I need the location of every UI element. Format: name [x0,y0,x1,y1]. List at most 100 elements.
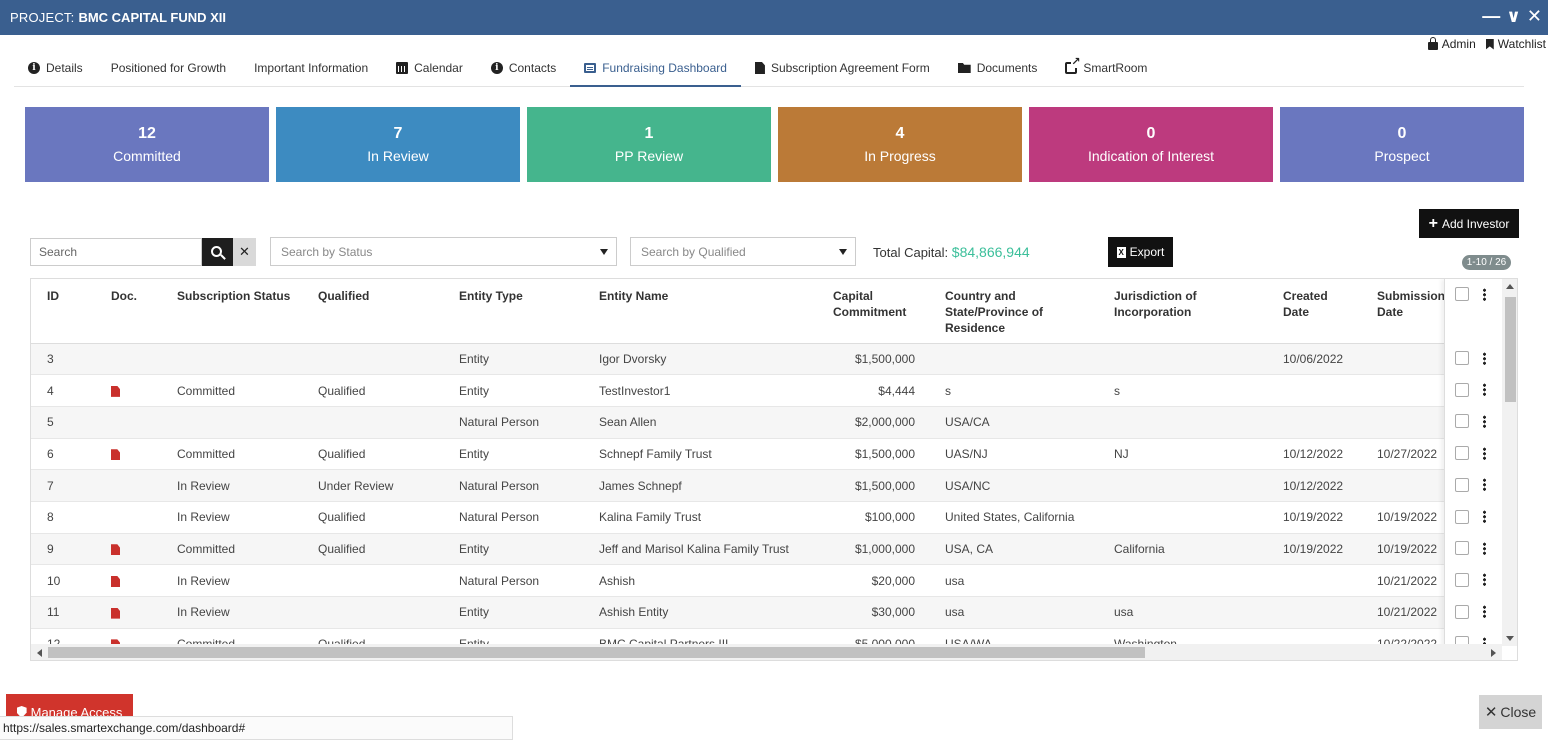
more-options-icon[interactable] [1483,287,1486,301]
cell-entity-type: Entity [459,596,599,629]
row-menu-icon[interactable] [1483,636,1486,650]
tab-calendar[interactable]: Calendar [382,50,477,86]
export-button[interactable]: X Export [1108,237,1173,267]
row-checkbox[interactable] [1455,351,1469,365]
row-menu-icon[interactable] [1483,478,1486,492]
cell-jurisdiction: usa [1114,596,1283,629]
row-menu-icon[interactable] [1483,351,1486,365]
scroll-down-icon[interactable] [1506,636,1514,641]
row-checkbox[interactable] [1455,414,1469,429]
column-header[interactable]: Jurisdiction of Incorporation [1114,279,1283,344]
cell-capital: $4,444 [833,374,945,407]
cell-submission: 10/19/2022 [1377,533,1447,566]
cell-id: 3 [31,343,111,376]
watchlist-link[interactable]: Watchlist [1485,37,1546,51]
qualified-filter-select[interactable]: Search by Qualified [630,237,856,266]
minimize-icon[interactable]: — [1482,6,1501,26]
search-button[interactable] [202,238,233,266]
status-filter-select[interactable]: Search by Status [270,237,617,266]
table-row[interactable]: 11 In Review Entity Ashish Entity $30,000 usa… [31,596,1447,629]
table-row[interactable]: 10 In Review Natural Person Ashish $20,000 us… [31,564,1447,597]
table-row[interactable]: 8 In Review Qualified Natural Person Kalina … [31,501,1447,534]
row-menu-icon[interactable] [1483,383,1486,397]
column-header[interactable]: ID [31,279,111,344]
collapse-icon[interactable]: ∨ [1506,6,1521,26]
tab-documents[interactable]: Documents [944,50,1052,86]
row-checkbox[interactable] [1455,446,1469,461]
cell-id: 7 [31,469,111,502]
column-header[interactable]: Doc. [111,279,177,344]
pdf-icon[interactable] [111,607,120,619]
bookmark-icon [1485,38,1494,50]
scroll-up-icon[interactable] [1506,284,1514,289]
doc-cell [111,533,177,566]
column-header[interactable]: Qualified [318,279,459,344]
select-all-checkbox[interactable] [1455,287,1469,301]
cell-created: 10/19/2022 [1283,501,1377,534]
doc-cell [111,406,177,439]
tab-important-information[interactable]: Important Information [254,61,369,75]
title-bar: PROJECT: BMC CAPITAL FUND XII — ∨ ✕ [0,0,1548,35]
horizontal-scroll-thumb[interactable] [48,647,1145,658]
cell-created [1283,596,1377,629]
status-card-prospect[interactable]: 0 Prospect [1280,107,1524,182]
tab-contacts[interactable]: i Contacts [477,50,570,86]
cell-id: 4 [31,374,111,407]
pdf-icon[interactable] [111,449,120,461]
table-row[interactable]: 4 Committed Qualified Entity TestInvestor1 $4… [31,374,1447,407]
row-menu-icon[interactable] [1483,510,1486,523]
column-header[interactable]: Entity Type [459,279,599,344]
column-header[interactable]: Submission Date [1377,279,1447,344]
close-window-icon[interactable]: ✕ [1526,6,1542,26]
table-row[interactable]: 9 Committed Qualified Entity Jeff and Mariso… [31,533,1447,566]
row-checkbox[interactable] [1455,477,1469,492]
vertical-scrollbar[interactable] [1502,279,1517,646]
row-menu-icon[interactable] [1483,541,1486,555]
horizontal-scrollbar[interactable] [31,644,1502,660]
status-card-pp-review[interactable]: 1 PP Review [527,107,771,182]
column-header[interactable]: Entity Name [599,279,833,344]
column-header[interactable]: Country and State/Province of Residence [945,279,1114,344]
row-actions [1445,446,1503,461]
scroll-right-icon[interactable] [1491,649,1496,657]
table-row[interactable]: 7 In Review Under Review Natural Person Jame… [31,469,1447,502]
search-input[interactable] [30,238,202,266]
cell-entity-type: Natural Person [459,406,599,439]
status-card-indication-of-interest[interactable]: 0 Indication of Interest [1029,107,1273,182]
pdf-icon[interactable] [111,575,120,587]
row-menu-icon[interactable] [1483,446,1486,460]
admin-link[interactable]: Admin [1427,36,1476,51]
tab-fundraising-dashboard[interactable]: Fundraising Dashboard [570,50,741,87]
tab-smartroom[interactable]: SmartRoom [1051,50,1161,86]
status-card-in-review[interactable]: 7 In Review [276,107,520,182]
doc-cell [111,501,177,534]
pdf-icon[interactable] [111,385,120,397]
tab-positioned-for-growth[interactable]: Positioned for Growth [110,61,227,75]
row-menu-icon[interactable] [1483,573,1486,587]
vertical-scroll-thumb[interactable] [1505,297,1516,402]
status-card-in-progress[interactable]: 4 In Progress [778,107,1022,182]
status-card-committed[interactable]: 12 Committed [25,107,269,182]
row-menu-icon[interactable] [1483,605,1486,619]
add-investor-button[interactable]: + Add Investor [1419,209,1519,238]
row-checkbox[interactable] [1455,509,1469,524]
table-row[interactable]: 6 Committed Qualified Entity Schnepf Family … [31,438,1447,471]
tab-details[interactable]: i Details [14,50,97,86]
table-row[interactable]: 3 Entity Igor Dvorsky $1,500,000 10/06/2022 [31,343,1447,376]
close-button[interactable]: ✕ Close [1479,695,1542,729]
row-checkbox[interactable] [1455,604,1469,619]
row-checkbox[interactable] [1455,541,1469,556]
cell-capital: $30,000 [833,596,945,629]
clear-search-button[interactable]: ✕ [233,238,256,266]
column-header[interactable]: Created Date [1283,279,1377,344]
table-row[interactable]: 5 Natural Person Sean Allen $2,000,000 USA/C… [31,406,1447,439]
column-header[interactable]: Capital Commitment [833,279,945,344]
cell-status: Committed [177,533,318,566]
pdf-icon[interactable] [111,544,120,556]
column-header[interactable]: Subscription Status [177,279,318,344]
tab-subscription-agreement-form[interactable]: Subscription Agreement Form [741,50,944,86]
row-checkbox[interactable] [1455,382,1469,397]
row-menu-icon[interactable] [1483,414,1486,428]
row-checkbox[interactable] [1455,572,1469,587]
scroll-left-icon[interactable] [37,649,42,657]
